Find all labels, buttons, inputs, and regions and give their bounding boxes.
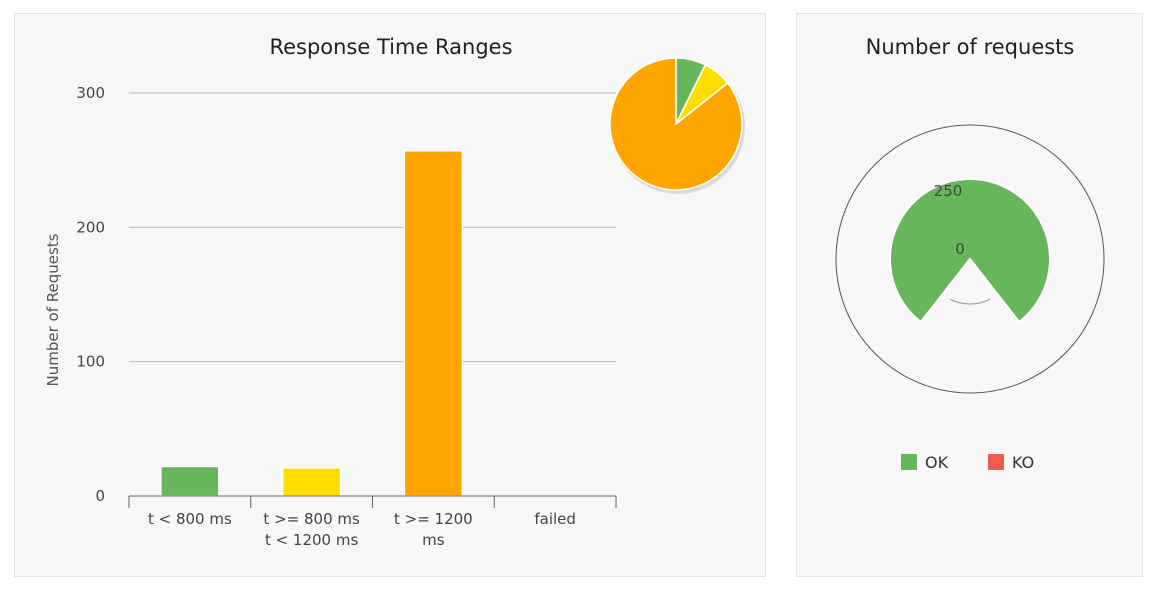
bar[interactable] xyxy=(281,467,342,497)
outer-ring xyxy=(835,124,1105,394)
x-tick-label: t >= 800 ms xyxy=(263,510,360,528)
response-time-ranges-chart: Response Time Ranges Number of Requests … xyxy=(44,35,745,549)
y-axis-title: Number of Requests xyxy=(44,233,62,386)
y-tick-label: 0 xyxy=(95,487,105,505)
bar[interactable] xyxy=(403,150,464,497)
legend-label: OK xyxy=(925,453,949,472)
x-tick-label: t < 1200 ms xyxy=(265,531,359,549)
bar[interactable] xyxy=(160,465,220,497)
legend-label: KO xyxy=(1012,453,1034,472)
y-tick-label: 200 xyxy=(76,218,105,236)
legend: OK KO xyxy=(901,453,1034,472)
inner-arc xyxy=(949,298,991,305)
polar-chart: 250 0 xyxy=(835,124,1105,394)
legend-swatch xyxy=(901,454,917,470)
y-tick-label: 300 xyxy=(76,84,105,102)
y-tick-label: 100 xyxy=(76,353,105,371)
pie-slice[interactable] xyxy=(609,57,743,191)
radial-tick-label: 0 xyxy=(955,240,965,258)
legend-swatch xyxy=(988,454,1004,470)
x-tick-label: ms xyxy=(422,531,445,549)
x-axis: t < 800 ms t >= 800 ms t < 1200 ms t >= 120… xyxy=(128,495,617,549)
legend-item-ok[interactable]: OK xyxy=(901,453,949,472)
ok-sector[interactable] xyxy=(889,178,1051,324)
x-tick-label: t < 800 ms xyxy=(148,510,232,528)
radial-tick-label: 250 xyxy=(934,182,963,200)
chart-title: Number of requests xyxy=(866,35,1075,59)
x-tick-label: t >= 1200 xyxy=(394,510,473,528)
chart-title: Response Time Ranges xyxy=(269,35,512,59)
bars xyxy=(160,150,464,497)
number-of-requests-panel: Number of requests 250 0 OK KO xyxy=(796,13,1143,577)
number-of-requests-chart: Number of requests 250 0 OK KO xyxy=(835,35,1105,472)
legend-item-ko[interactable]: KO xyxy=(988,453,1034,472)
inset-pie xyxy=(609,57,745,194)
gridlines: 0 100 200 300 xyxy=(76,84,616,505)
response-time-ranges-panel: Response Time Ranges Number of Requests … xyxy=(14,13,766,577)
x-tick-label: failed xyxy=(534,510,576,528)
